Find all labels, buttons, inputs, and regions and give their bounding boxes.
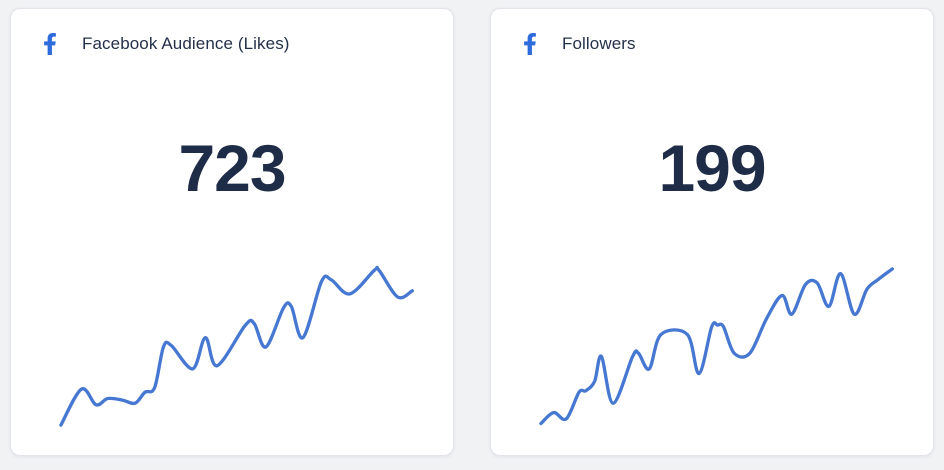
widget-title: Followers	[562, 34, 636, 53]
widget-header: Facebook Audience (Likes)	[43, 33, 290, 55]
widget-facebook-audience-likes[interactable]: Facebook Audience (Likes) 723	[10, 8, 454, 456]
widget-header: Followers	[523, 33, 636, 55]
sparkline-path	[59, 265, 414, 427]
facebook-icon	[523, 33, 537, 55]
metric-value: 723	[178, 131, 286, 205]
sparkline-chart	[59, 265, 414, 427]
sparkline-path	[539, 267, 894, 426]
facebook-icon	[43, 33, 57, 55]
sparkline-chart	[539, 267, 894, 426]
widget-followers[interactable]: Followers 199	[490, 8, 934, 456]
metric-value: 199	[658, 131, 766, 205]
widget-title: Facebook Audience (Likes)	[82, 34, 290, 53]
